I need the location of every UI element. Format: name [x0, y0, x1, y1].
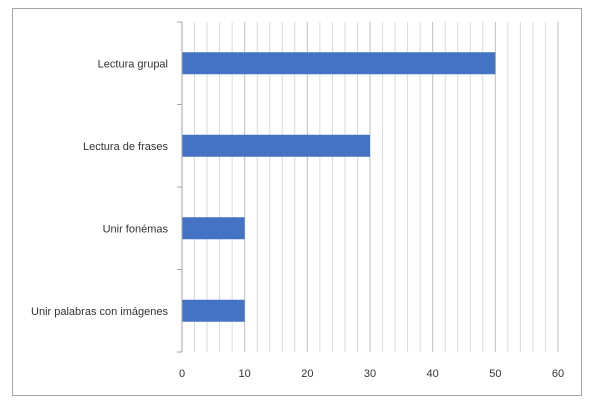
x-tick-label: 20 — [301, 368, 313, 380]
x-tick-label: 60 — [552, 368, 564, 380]
x-tick-label: 10 — [239, 368, 251, 380]
bars — [182, 52, 496, 322]
x-tick-label: 50 — [489, 368, 501, 380]
bar-2 — [182, 217, 245, 240]
x-tick-label: 0 — [179, 368, 185, 380]
category-label-0: Lectura grupal — [98, 58, 168, 70]
grid-lines — [194, 22, 559, 352]
category-label-3: Unir palabras con imágenes — [31, 306, 168, 318]
bar-1 — [182, 134, 370, 157]
category-label-2: Unir fonémas — [103, 223, 169, 235]
x-tick-label: 40 — [427, 368, 439, 380]
bar-0 — [182, 52, 496, 75]
axes — [177, 21, 183, 353]
bar-3 — [182, 299, 245, 322]
labels: Lectura grupal Lectura de frases Unir foné… — [31, 58, 564, 380]
x-tick-label: 30 — [364, 368, 376, 380]
category-label-1: Lectura de frases — [83, 141, 168, 153]
